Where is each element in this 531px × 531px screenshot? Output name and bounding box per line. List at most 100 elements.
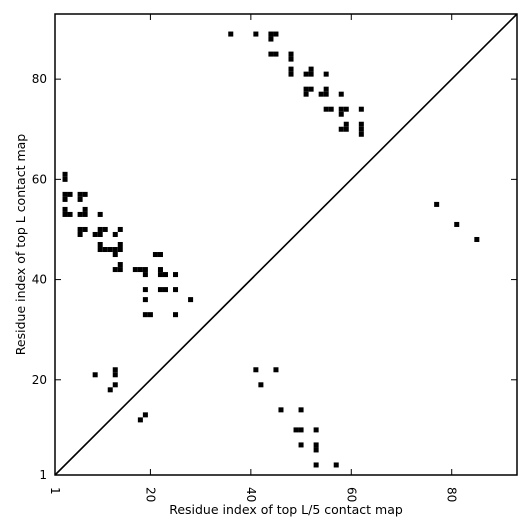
contact-cell-top-l	[102, 226, 108, 232]
contact-cell-top-l	[323, 86, 329, 92]
contact-cell-top-l	[288, 66, 294, 72]
contact-cell-top-l	[323, 91, 329, 97]
contact-cell-top-l	[338, 111, 344, 117]
contact-cell-top-l	[82, 226, 88, 232]
y-tick-label: 1	[39, 468, 47, 482]
contact-cell-top-l	[273, 31, 279, 37]
contact-cell-top-l	[67, 191, 73, 197]
y-axis-label: Residue index of top L contact map	[13, 134, 28, 355]
contact-cell-top-l	[142, 272, 148, 278]
contact-cell-top-l	[137, 267, 143, 273]
contact-cell-top-l5	[298, 407, 304, 413]
contact-cell-top-l	[173, 287, 179, 293]
y-tick-label: 20	[32, 373, 47, 387]
contact-cell-top-l5	[298, 427, 304, 433]
contact-cell-top-l5	[142, 412, 148, 418]
contact-cell-top-l	[328, 106, 334, 112]
contact-cell-top-l	[288, 51, 294, 57]
contact-cell-top-l	[82, 206, 88, 212]
contact-cell-top-l	[97, 211, 103, 217]
contact-cell-top-l	[107, 247, 113, 253]
contact-cell-top-l	[268, 36, 274, 42]
contact-cell-top-l	[92, 231, 98, 237]
contact-cell-top-l5	[298, 442, 304, 448]
contact-cell-top-l	[434, 201, 440, 207]
contact-cell-top-l	[62, 211, 68, 217]
contact-cell-top-l	[62, 191, 68, 197]
x-tick-label: 1	[48, 487, 62, 495]
contact-cell-top-l	[117, 226, 123, 232]
contact-cell-top-l5	[112, 382, 118, 388]
contact-cell-top-l	[82, 211, 88, 217]
contact-cell-top-l	[77, 191, 83, 197]
contact-cell-top-l5	[273, 367, 279, 373]
contact-cell-top-l	[142, 287, 148, 293]
contact-cell-top-l	[157, 252, 163, 258]
contact-cell-top-l	[228, 31, 234, 37]
contact-cell-top-l	[142, 267, 148, 273]
contact-cell-top-l	[62, 176, 68, 182]
contact-cell-top-l	[303, 71, 309, 77]
contact-cell-top-l	[474, 236, 480, 242]
y-tick-label: 60	[32, 172, 47, 186]
contact-cell-top-l	[117, 267, 123, 273]
contact-cell-top-l5	[253, 367, 259, 373]
contact-cell-top-l	[102, 247, 108, 253]
contact-cell-top-l5	[107, 387, 113, 393]
contact-cell-top-l	[303, 91, 309, 97]
contact-cell-top-l	[117, 241, 123, 247]
contact-cell-top-l	[358, 121, 364, 127]
contact-cell-top-l	[338, 106, 344, 112]
contact-cell-top-l	[77, 231, 83, 237]
contact-cell-top-l	[117, 247, 123, 253]
contact-cell-top-l	[343, 106, 349, 112]
contact-cell-top-l	[288, 71, 294, 77]
contact-cell-top-l	[288, 56, 294, 62]
contact-cell-top-l	[67, 211, 73, 217]
contact-cell-top-l	[77, 196, 83, 202]
contact-cell-top-l5	[313, 442, 319, 448]
contact-cell-top-l	[62, 171, 68, 177]
contact-cell-top-l	[308, 86, 314, 92]
contact-cell-top-l	[62, 206, 68, 212]
contact-cell-top-l	[273, 51, 279, 57]
contact-cell-top-l5	[313, 427, 319, 433]
diagonal-line	[54, 13, 518, 476]
contact-cell-top-l	[62, 196, 68, 202]
contact-cell-top-l	[142, 312, 148, 318]
x-tick-label: 80	[445, 487, 459, 502]
contact-cell-top-l	[142, 297, 148, 303]
contact-cell-top-l	[343, 121, 349, 127]
contact-cell-top-l	[77, 211, 83, 217]
contact-cell-top-l	[112, 247, 118, 253]
contact-cell-top-l	[173, 312, 179, 318]
contact-cell-top-l	[77, 226, 83, 232]
contact-cell-top-l	[112, 267, 118, 273]
x-axis-label: Residue index of top L/5 contact map	[169, 502, 403, 517]
plot-frame	[54, 13, 518, 476]
contact-cell-top-l	[454, 221, 460, 227]
contact-cell-top-l5	[313, 447, 319, 453]
contact-cell-top-l	[152, 252, 158, 258]
contact-cell-top-l	[323, 71, 329, 77]
contact-cell-top-l5	[92, 372, 98, 378]
contact-cell-top-l	[318, 91, 324, 97]
contact-cell-top-l	[97, 241, 103, 247]
contact-cell-top-l	[112, 252, 118, 258]
contact-cell-top-l5	[258, 382, 264, 388]
contact-cell-top-l	[268, 51, 274, 57]
contact-cell-top-l	[308, 66, 314, 72]
contact-cell-top-l	[308, 71, 314, 77]
contact-cell-top-l5	[112, 367, 118, 373]
contact-cell-top-l	[147, 312, 153, 318]
contact-cell-top-l	[338, 91, 344, 97]
contact-cell-top-l	[117, 262, 123, 268]
contact-cell-top-l	[157, 272, 163, 278]
contact-cell-top-l	[173, 272, 179, 278]
contact-cell-top-l5	[112, 372, 118, 378]
x-tick-label: 40	[244, 487, 258, 502]
contact-cell-top-l	[253, 31, 259, 37]
y-tick-label: 80	[32, 72, 47, 86]
contact-cell-top-l	[97, 226, 103, 232]
contact-cell-top-l	[358, 106, 364, 112]
